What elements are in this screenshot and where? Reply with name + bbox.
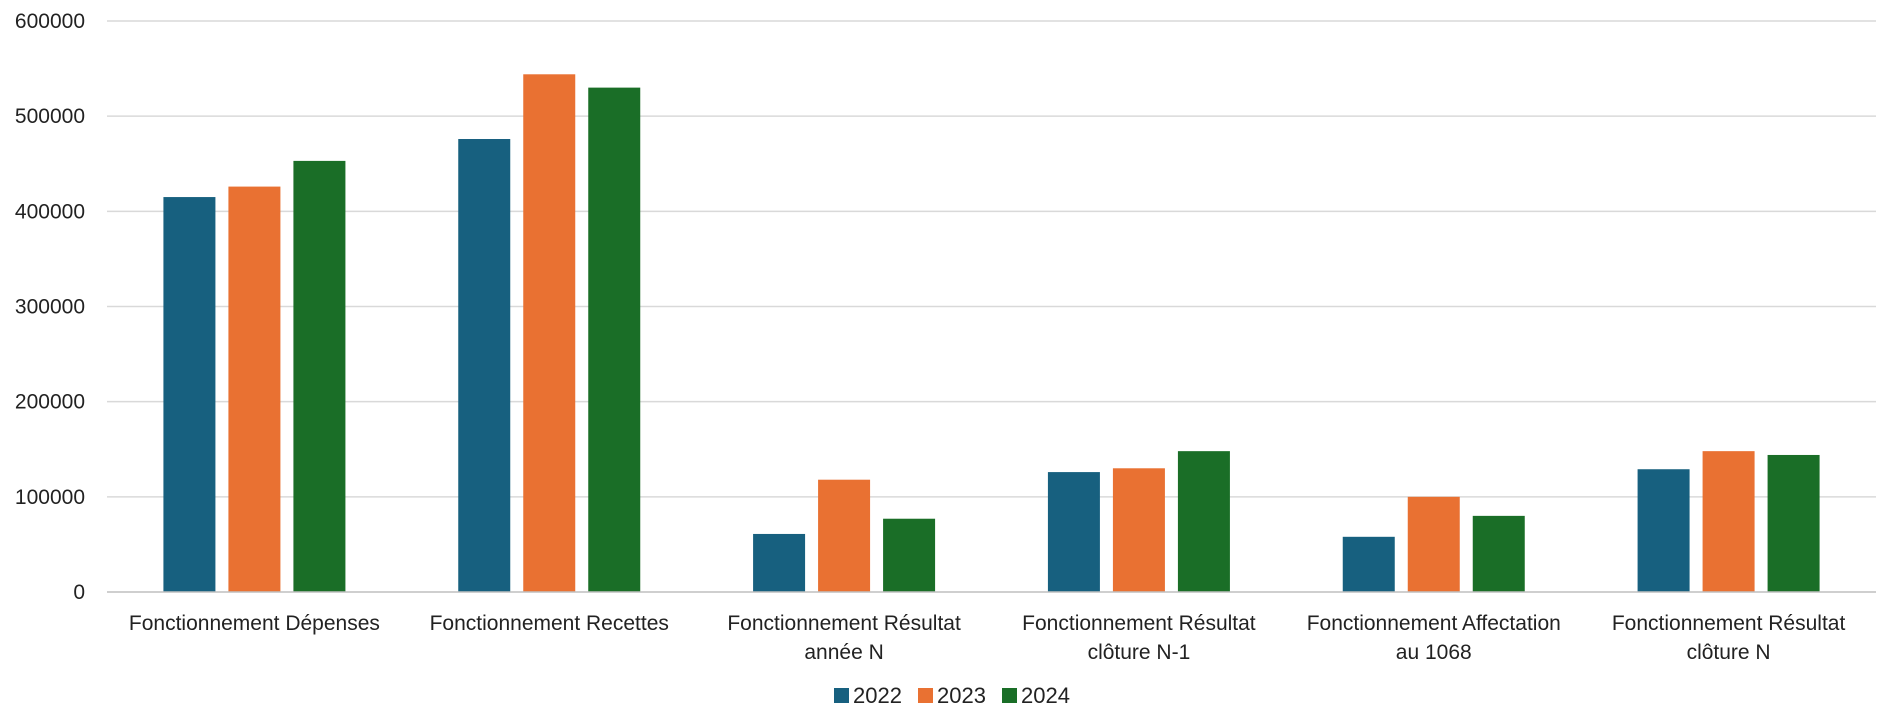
bar-2022-cat-2 [458, 139, 511, 593]
category-label: Fonctionnement Résultat année N [727, 612, 961, 664]
legend-label-2022: 2022 [853, 683, 902, 708]
legend-label-2024: 2024 [1021, 683, 1070, 708]
y-tick-label: 100000 [15, 486, 85, 509]
bars [163, 74, 1820, 593]
bar-2024-cat-2 [588, 87, 641, 592]
y-axis-tick-labels: 0 100000 200000 300000 400000 500000 600000 [15, 10, 85, 604]
y-tick-label: 600000 [15, 10, 85, 33]
category-label-line: Fonctionnement Affectation [1307, 612, 1561, 635]
category-label-line: au 1068 [1396, 641, 1472, 664]
bar-2022-cat-6 [1637, 469, 1690, 592]
bar-2023-cat-2 [523, 74, 576, 592]
gridlines [107, 20, 1876, 498]
category-label-line: Fonctionnement Recettes [430, 612, 669, 635]
bar-2023-cat-6 [1702, 451, 1755, 592]
bar-2022-cat-1 [163, 197, 216, 592]
bar-2024-cat-3 [883, 518, 936, 592]
category-label-line: Fonctionnement Résultat [1612, 612, 1846, 635]
category-label: Fonctionnement Résultat clôture N-1 [1022, 612, 1256, 664]
category-label-line: année N [804, 641, 883, 664]
bar-2023-cat-1 [228, 186, 281, 592]
category-labels: Fonctionnement Dépenses Fonctionnement Re… [129, 612, 1846, 664]
bar-2022-cat-4 [1047, 472, 1100, 592]
bar-2023-cat-5 [1407, 496, 1460, 592]
category-label: Fonctionnement Affectation au 1068 [1307, 612, 1561, 664]
legend-swatch-2024 [1002, 688, 1017, 703]
bar-2024-cat-1 [293, 160, 346, 592]
category-label: Fonctionnement Dépenses [129, 612, 380, 635]
y-tick-label: 500000 [15, 105, 85, 128]
bar-2024-cat-6 [1767, 454, 1820, 592]
category-label: Fonctionnement Recettes [430, 612, 669, 635]
category-label-line: clôture N [1687, 641, 1771, 664]
category-label-line: clôture N-1 [1088, 641, 1191, 664]
bar-2023-cat-4 [1112, 468, 1165, 592]
bar-2022-cat-3 [753, 533, 806, 592]
bar-2023-cat-3 [818, 479, 871, 592]
y-tick-label: 400000 [15, 200, 85, 223]
category-label-line: Fonctionnement Résultat [727, 612, 961, 635]
legend-label-2023: 2023 [937, 683, 986, 708]
bar-2024-cat-5 [1472, 515, 1525, 592]
legend-swatch-2022 [834, 688, 849, 703]
y-tick-label: 300000 [15, 296, 85, 319]
y-tick-label: 200000 [15, 391, 85, 414]
y-tick-label: 0 [73, 581, 85, 604]
bar-2024-cat-4 [1177, 451, 1230, 592]
category-label-line: Fonctionnement Dépenses [129, 612, 380, 635]
legend: 2022 2023 2024 [834, 683, 1070, 708]
bar-2022-cat-5 [1342, 536, 1395, 592]
category-label-line: Fonctionnement Résultat [1022, 612, 1256, 635]
category-label: Fonctionnement Résultat clôture N [1612, 612, 1846, 664]
legend-swatch-2023 [918, 688, 933, 703]
